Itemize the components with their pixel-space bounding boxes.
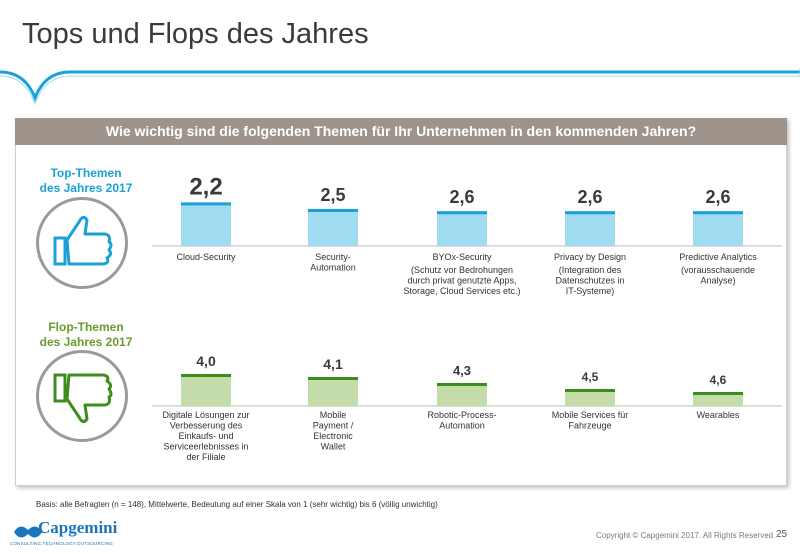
bar-accent <box>693 211 743 215</box>
data-label: 2,2 <box>189 173 222 200</box>
page-title: Tops und Flops des Jahres <box>22 18 369 50</box>
data-label: 4,0 <box>196 353 216 369</box>
category-label: Privacy by Design (Integration des Datensc… <box>554 252 626 296</box>
category-label: Wearables <box>697 410 740 420</box>
bar <box>308 209 358 246</box>
category-label: Robotic-Process-Automation <box>427 410 496 431</box>
category-label: Mobile Services für Fahrzeuge <box>552 410 629 431</box>
bar <box>437 211 487 246</box>
bar <box>565 389 615 406</box>
question-banner: Wie wichtig sind die folgenden Themen fü… <box>15 118 787 145</box>
bar <box>693 392 743 406</box>
bar-accent <box>181 374 231 377</box>
logo-tagline: CONSULTING.TECHNOLOGY.OUTSOURCING <box>10 541 113 546</box>
bar <box>308 377 358 406</box>
capgemini-logo <box>14 526 42 538</box>
bar <box>693 211 743 246</box>
bar-accent <box>565 211 615 215</box>
bar-accent <box>565 389 615 392</box>
category-label: Security-Automation <box>310 252 356 273</box>
data-label: 2,6 <box>705 187 730 207</box>
data-label: 2,6 <box>449 187 474 207</box>
category-label: Mobile Payment / Electronic Wallet <box>313 410 354 452</box>
data-label: 4,1 <box>323 356 343 372</box>
category-label: Digitale Lösungen zur Verbesserung des Ein… <box>162 410 249 462</box>
chart-panel <box>15 118 787 486</box>
bar-accent <box>437 383 487 386</box>
bar-accent <box>308 377 358 380</box>
footnote: Basis: alle Befragten (n = 148), Mittelw… <box>36 500 438 509</box>
category-label: BYOx-Security (Schutz vor Bedrohungen durc… <box>403 252 520 296</box>
bar-accent <box>308 209 358 212</box>
data-label: 4,5 <box>582 370 599 384</box>
bar-accent <box>693 392 743 395</box>
bar-accent <box>437 211 487 215</box>
category-label: Cloud-Security <box>176 252 236 262</box>
data-label: 4,3 <box>453 363 471 378</box>
bar-accent <box>181 202 231 206</box>
logo-name: Capgemini <box>38 518 118 537</box>
bar <box>181 374 231 406</box>
copyright: Copyright © Capgemini 2017. All Rights R… <box>596 531 774 540</box>
header-wave <box>0 68 800 106</box>
bar <box>437 383 487 406</box>
category-label: Predictive Analytics (vorausschauende Anal… <box>679 252 757 286</box>
page-number: 25 <box>776 529 788 540</box>
data-label: 2,5 <box>320 185 345 205</box>
bar <box>565 211 615 246</box>
thumbs-up-icon <box>36 197 128 289</box>
top-heading: Top-Themen des Jahres 2017 <box>39 166 133 195</box>
data-label: 4,6 <box>710 373 727 387</box>
thumbs-down-icon <box>36 350 128 442</box>
flop-heading: Flop-Themen des Jahres 2017 <box>39 320 133 349</box>
data-label: 2,6 <box>577 187 602 207</box>
bar <box>181 202 231 246</box>
